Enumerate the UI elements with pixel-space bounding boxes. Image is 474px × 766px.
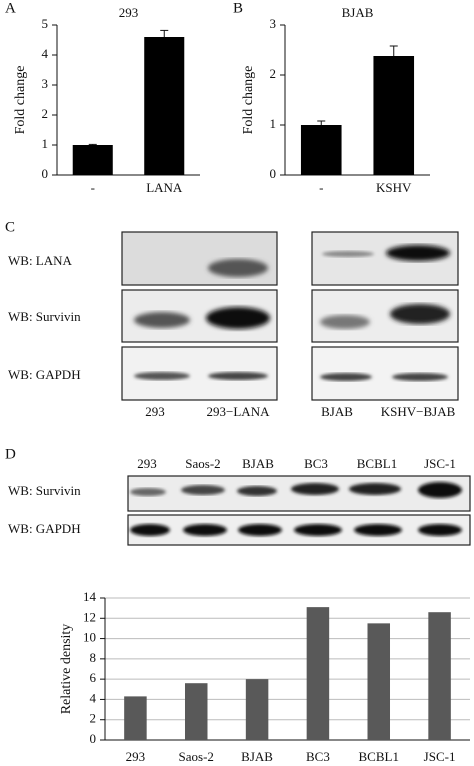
band [349, 483, 401, 495]
band [183, 524, 227, 536]
band [322, 251, 374, 257]
lane-label: BJAB [242, 456, 274, 471]
x-tick-label: LANA [146, 180, 183, 195]
row-label: WB: LANA [8, 253, 73, 268]
x-tick-label: JSC-1 [424, 749, 456, 764]
band [291, 483, 339, 495]
panel-label: A [5, 0, 16, 16]
row-label: WB: Survivin [8, 483, 81, 498]
band [392, 373, 448, 381]
band [354, 524, 402, 536]
panel-label: B [233, 0, 243, 16]
blot-panel-c [121, 231, 459, 401]
row-label: WB: GAPDH [8, 367, 81, 382]
band [208, 259, 268, 277]
band [386, 245, 450, 261]
y-tick-label: 4 [42, 46, 49, 61]
bar [428, 612, 451, 740]
chart-title: BJAB [342, 5, 374, 20]
y-tick-label: 8 [90, 650, 97, 665]
band [418, 524, 462, 536]
row-label: WB: GAPDH [8, 521, 81, 536]
band [208, 372, 268, 380]
lane-label: KSHV−BJAB [381, 404, 456, 419]
x-tick-label: 293 [126, 749, 146, 764]
band [238, 524, 282, 536]
band [134, 372, 190, 380]
x-tick-label: Saos-2 [179, 749, 214, 764]
y-axis-label: Fold change [241, 66, 256, 135]
bar [373, 56, 415, 175]
lane-label: JSC-1 [424, 456, 456, 471]
blot-panel-d [127, 475, 471, 546]
band [320, 315, 370, 329]
band [130, 524, 170, 536]
panel-label: C [5, 219, 15, 235]
band [320, 373, 372, 381]
y-tick-label: 3 [270, 16, 277, 31]
band [206, 307, 270, 329]
lane-label: 293−LANA [207, 404, 271, 419]
bar [300, 125, 342, 175]
panel-label: D [5, 446, 16, 462]
x-tick-label: BJAB [241, 749, 273, 764]
y-axis-label: Fold change [13, 66, 28, 135]
x-tick-label: BCBL1 [359, 749, 399, 764]
lane-label: 293 [137, 456, 157, 471]
y-tick-label: 5 [42, 16, 49, 31]
y-tick-label: 1 [270, 116, 277, 131]
y-tick-label: 14 [83, 589, 97, 604]
y-tick-label: 0 [270, 166, 277, 181]
lane-label: BJAB [321, 404, 353, 419]
y-tick-label: 2 [90, 711, 97, 726]
row-label: WB: Survivin [8, 309, 81, 324]
y-tick-label: 1 [42, 136, 49, 151]
y-tick-label: 2 [42, 106, 49, 121]
blot-box [127, 475, 471, 512]
x-tick-label: - [91, 180, 95, 195]
y-tick-label: 3 [42, 76, 49, 91]
bar [245, 679, 269, 740]
bar [367, 623, 391, 740]
bar [306, 607, 330, 740]
x-tick-label: KSHV [376, 180, 412, 195]
band [237, 486, 277, 496]
band [294, 524, 342, 536]
bar [144, 37, 185, 175]
chart-title: 293 [119, 5, 139, 20]
bar [124, 696, 147, 740]
y-tick-label: 4 [90, 690, 97, 705]
band [418, 482, 462, 498]
lane-label: 293 [145, 404, 165, 419]
blot-box [121, 231, 278, 286]
band [134, 312, 190, 328]
y-tick-label: 0 [42, 166, 49, 181]
y-tick-label: 10 [83, 630, 96, 645]
bar [72, 145, 113, 175]
band [130, 488, 166, 496]
band [181, 485, 225, 495]
x-tick-label: BC3 [306, 749, 330, 764]
x-tick-label: - [319, 180, 323, 195]
y-tick-label: 0 [90, 731, 97, 746]
y-tick-label: 12 [83, 609, 96, 624]
lane-label: Saos-2 [185, 456, 220, 471]
y-axis-label: Relative density [59, 624, 74, 715]
bar [184, 683, 208, 740]
y-tick-label: 2 [270, 66, 277, 81]
band [390, 304, 450, 324]
lane-label: BCBL1 [357, 456, 397, 471]
y-tick-label: 6 [90, 670, 97, 685]
lane-label: BC3 [304, 456, 328, 471]
